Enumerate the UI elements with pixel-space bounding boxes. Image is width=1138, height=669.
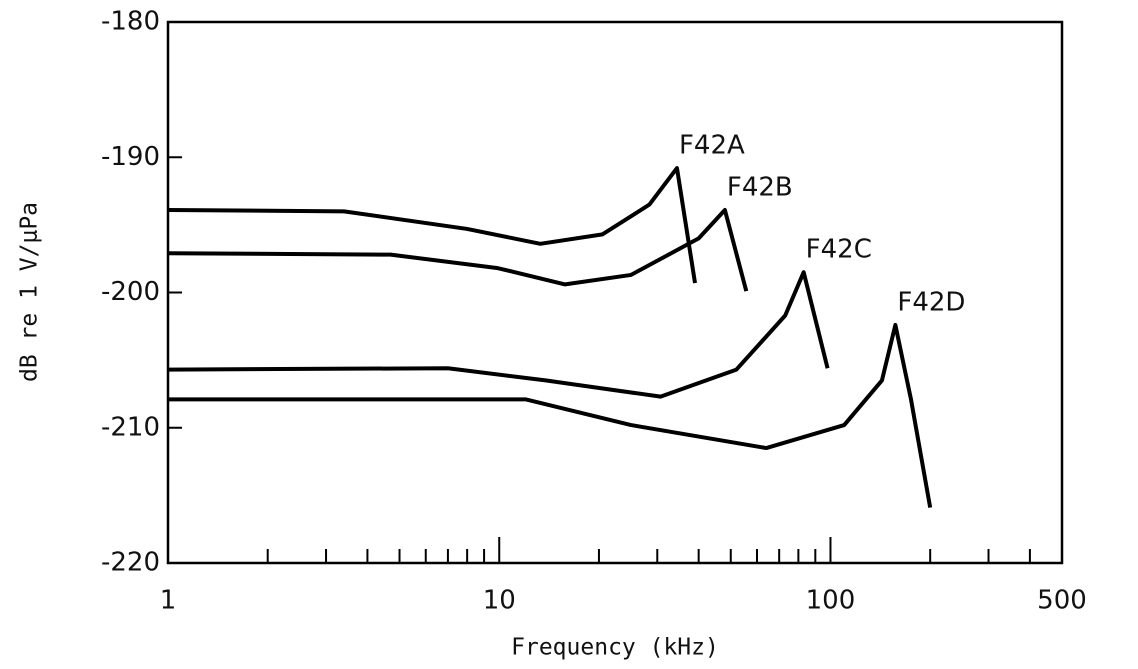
- x-axis-label: Frequency (kHz): [511, 635, 719, 661]
- series-label: F42A: [679, 131, 745, 161]
- series-line: [167, 207, 749, 292]
- series-label: F42C: [806, 235, 872, 265]
- series-line: [167, 270, 830, 399]
- series-label: F42D: [897, 287, 965, 317]
- y-tick-label: -180: [101, 7, 160, 37]
- series-label: F42B: [727, 172, 793, 202]
- y-axis-label: dB re 1 V/μPa: [17, 202, 43, 382]
- series-line: [167, 166, 697, 284]
- y-tick-label: -200: [101, 277, 160, 307]
- y-tick-label: -190: [101, 142, 160, 172]
- x-tick-label: 100: [806, 586, 856, 616]
- y-tick-label: -210: [101, 412, 160, 442]
- x-tick-label: 1: [160, 586, 177, 616]
- series-line: [168, 322, 933, 508]
- x-tick-label: 500: [1037, 586, 1087, 616]
- y-tick-label: -220: [101, 548, 160, 578]
- x-tick-label: 10: [483, 586, 516, 616]
